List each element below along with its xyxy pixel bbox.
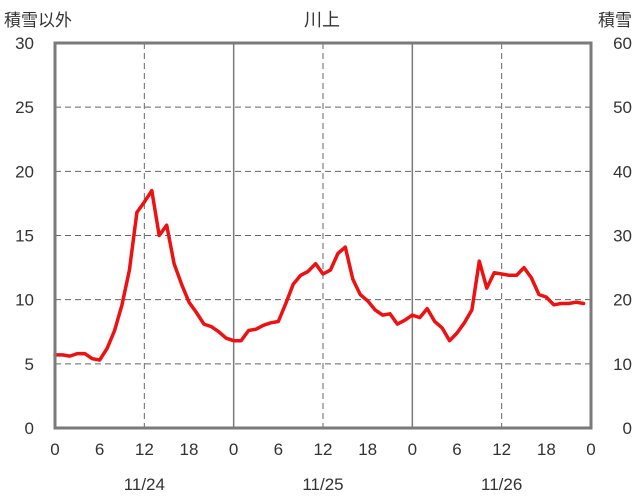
x-tick-label: 12: [492, 440, 511, 459]
series-line-left: [53, 188, 586, 362]
x-tick-label: 18: [358, 440, 377, 459]
right-tick-label: 50: [613, 98, 632, 117]
x-tick-label: 12: [314, 440, 333, 459]
right-tick-label: 10: [613, 355, 632, 374]
right-axis-label: 積雪: [598, 11, 632, 30]
x-tick-label: 0: [50, 440, 59, 459]
chart-title: 川上: [304, 10, 340, 30]
x-tick-label: 12: [135, 440, 154, 459]
left-axis-label: 積雪以外: [4, 11, 72, 30]
right-tick-label: 20: [613, 291, 632, 310]
x-tick-label: 6: [95, 440, 104, 459]
date-label: 11/26: [481, 475, 522, 494]
x-tick-label: 18: [180, 440, 199, 459]
left-tick-label: 20: [15, 162, 34, 181]
left-tick-label: 30: [15, 34, 34, 53]
right-tick-label: 0: [623, 419, 632, 438]
right-tick-label: 40: [613, 162, 632, 181]
right-tick-label: 30: [613, 227, 632, 246]
plot-frame: [53, 41, 593, 430]
date-label: 11/24: [124, 475, 165, 494]
left-tick-label: 0: [25, 419, 34, 438]
x-tick-label: 0: [586, 440, 595, 459]
x-tick-label: 6: [274, 440, 283, 459]
left-tick-label: 15: [15, 227, 34, 246]
left-tick-label: 5: [25, 355, 34, 374]
x-tick-label: 6: [452, 440, 461, 459]
x-tick-label: 0: [408, 440, 417, 459]
left-tick-label: 10: [15, 291, 34, 310]
date-label: 11/25: [302, 475, 343, 494]
right-tick-label: 60: [613, 34, 632, 53]
x-tick-label: 18: [537, 440, 556, 459]
left-tick-label: 25: [15, 98, 34, 117]
x-tick-label: 0: [229, 440, 238, 459]
